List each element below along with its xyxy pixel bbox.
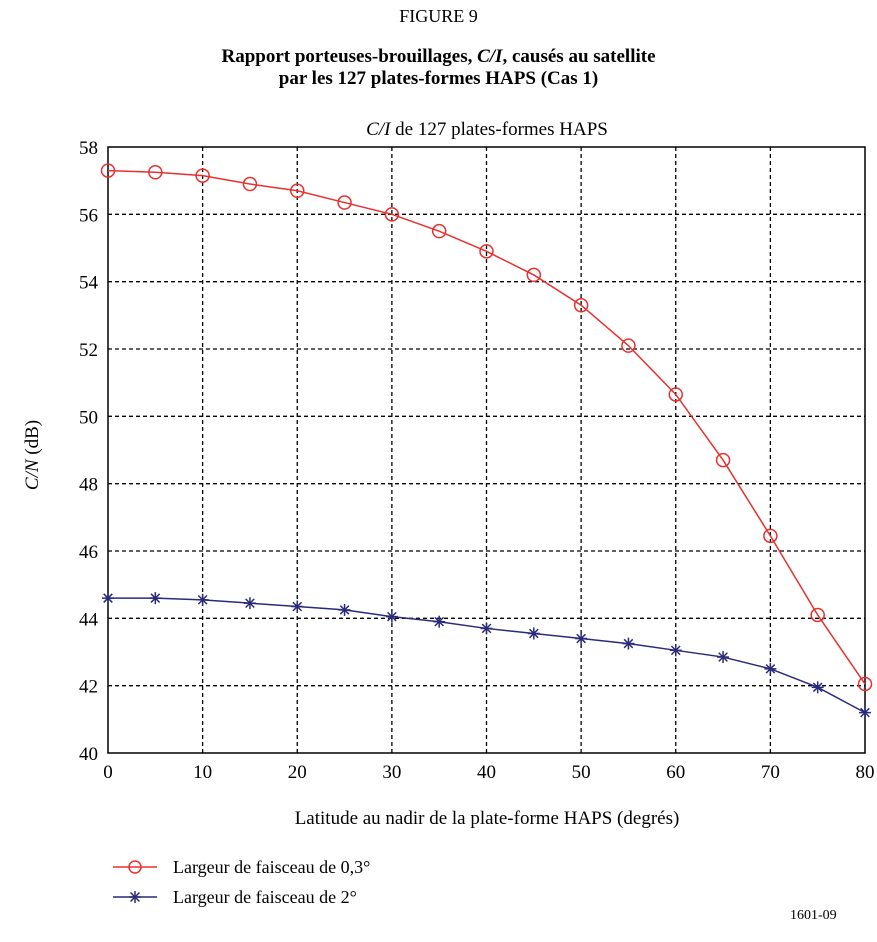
data-point-star xyxy=(575,632,588,645)
x-tick-label: 20 xyxy=(288,762,307,783)
x-tick-label: 40 xyxy=(477,762,496,783)
figure-title: Rapport porteuses-brouillages, C/I, caus… xyxy=(0,46,877,90)
x-tick-label: 30 xyxy=(382,762,401,783)
x-tick-label: 60 xyxy=(666,762,685,783)
series-line-1 xyxy=(107,169,866,685)
data-point-circle xyxy=(857,676,873,692)
y-tick-label: 52 xyxy=(79,340,98,361)
axes: 0 10 20 30 40 50 60 70 80 40 42 44 46 48 50 52 54 56 58 xyxy=(79,138,875,783)
legend-marker-star-icon xyxy=(113,891,157,903)
x-tick-label: 0 xyxy=(103,762,113,783)
y-tick-label: 40 xyxy=(79,744,98,765)
data-point-star xyxy=(859,706,871,719)
data-point-star xyxy=(811,681,824,694)
chart-title-rest: de 127 plates-formes HAPS xyxy=(390,119,607,140)
data-point-circle xyxy=(668,387,683,402)
legend-label-series2: Largeur de faisceau de 2° xyxy=(173,887,357,907)
data-point-circle xyxy=(431,223,447,239)
y-tick-label: 48 xyxy=(79,475,98,496)
x-tick-label: 80 xyxy=(856,762,875,783)
figure-title-ci: C/I xyxy=(477,46,503,67)
data-point-circle xyxy=(526,267,542,283)
data-point-star xyxy=(433,615,446,628)
data-point-circle xyxy=(810,607,825,623)
figure-number: FIGURE 9 xyxy=(399,6,478,26)
chart-title: C/I de 127 plates-formes HAPS xyxy=(366,119,608,140)
y-axis-label: C/N (dB) xyxy=(22,420,43,490)
data-point-circle xyxy=(337,195,352,210)
data-point-circle xyxy=(479,244,494,259)
data-point-star xyxy=(764,662,777,675)
x-axis-label: Latitude au nadir de la plate-forme HAPS… xyxy=(295,808,680,829)
legend-label-series1: Largeur de faisceau de 0,3° xyxy=(173,857,371,877)
data-point-star xyxy=(480,622,493,635)
data-point-star xyxy=(243,597,256,610)
data-point-circle xyxy=(763,528,778,544)
data-point-circle xyxy=(715,452,731,468)
y-tick-label: 54 xyxy=(79,273,99,294)
x-tick-label: 70 xyxy=(761,762,780,783)
data-point-circle xyxy=(573,297,589,313)
y-tick-label: 50 xyxy=(79,407,98,428)
data-point-circle xyxy=(100,163,116,178)
data-point-star xyxy=(669,644,682,657)
data-point-star xyxy=(717,651,730,664)
y-tick-label: 44 xyxy=(79,609,99,630)
data-point-star xyxy=(102,592,114,605)
chart: C/I de 127 plates-formes HAPS 0 10 20 30 40 5… xyxy=(22,119,875,829)
x-tick-label: 10 xyxy=(193,762,212,783)
data-point-circle xyxy=(148,165,163,180)
figure-title-line2: par les 127 plates-formes HAPS (Cas 1) xyxy=(278,68,599,89)
y-axis-label-italic: C/N xyxy=(22,458,43,490)
series-layer xyxy=(100,163,873,719)
figure-title-part2: , causés au satellite xyxy=(502,46,656,67)
data-point-star xyxy=(385,610,398,623)
data-point-star xyxy=(149,592,162,605)
legend-marker-circle-icon xyxy=(113,860,157,874)
y-tick-label: 56 xyxy=(79,205,98,226)
data-point-circle xyxy=(384,207,400,222)
figure-title-part1: Rapport porteuses-brouillages, xyxy=(221,46,478,67)
data-point-star xyxy=(527,627,540,640)
y-tick-label: 58 xyxy=(79,138,98,159)
data-point-circle xyxy=(195,168,210,183)
data-point-star xyxy=(291,600,304,613)
y-axis-label-rest: (dB) xyxy=(22,420,43,460)
y-tick-label: 46 xyxy=(79,542,98,563)
data-point-circle xyxy=(242,176,258,192)
data-point-circle xyxy=(290,183,305,199)
plot-frame xyxy=(107,146,866,754)
data-point-circle xyxy=(621,338,636,353)
data-point-star xyxy=(622,637,635,650)
chart-title-italic: C/I xyxy=(366,119,392,140)
data-point-star xyxy=(196,593,209,606)
grid-lines xyxy=(108,147,865,753)
data-point-star xyxy=(338,603,351,616)
figure-reference: 1601-09 xyxy=(790,908,837,923)
x-tick-label: 50 xyxy=(572,762,591,783)
y-tick-label: 42 xyxy=(79,677,98,698)
